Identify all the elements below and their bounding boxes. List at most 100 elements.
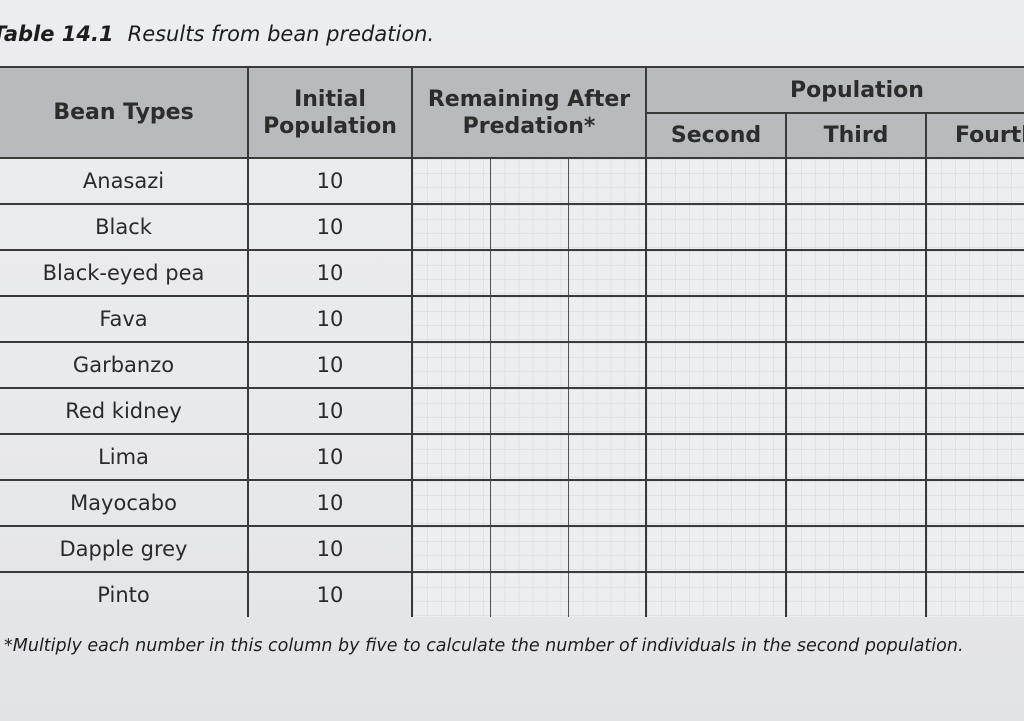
second-population-cell[interactable] (645, 434, 787, 481)
bean-name-cell: Black-eyed pea (0, 250, 248, 297)
remaining-cell-3[interactable] (567, 342, 647, 389)
remaining-cell-3[interactable] (567, 572, 647, 617)
bean-name-cell: Lima (0, 434, 248, 481)
remaining-cell-3[interactable] (567, 480, 647, 527)
third-population-cell[interactable] (785, 526, 927, 573)
fourth-population-cell[interactable] (925, 388, 1024, 435)
bean-name-cell: Mayocabo (0, 480, 248, 527)
header-initial-population: Initial Population (247, 66, 412, 159)
remaining-cell-2[interactable] (489, 434, 568, 481)
remaining-cell-1[interactable] (411, 250, 490, 297)
initial-population-cell: 10 (247, 572, 412, 617)
third-population-cell[interactable] (785, 572, 927, 617)
fourth-population-cell[interactable] (925, 204, 1024, 251)
header-population: Population (645, 66, 1024, 113)
header-second: Second (645, 112, 787, 159)
third-population-cell[interactable] (785, 296, 927, 343)
table-row: Mayocabo 10 (0, 480, 1024, 527)
bean-name-cell: Dapple grey (0, 526, 248, 573)
table-row: Black 10 (0, 204, 1024, 251)
fourth-population-cell[interactable] (925, 296, 1024, 343)
table-row: Pinto 10 (0, 572, 1024, 617)
remaining-cell-2[interactable] (489, 480, 568, 527)
bean-name-cell: Anasazi (0, 158, 248, 205)
initial-population-cell: 10 (247, 434, 412, 481)
table-row: Lima 10 (0, 434, 1024, 481)
remaining-cell-2[interactable] (489, 388, 568, 435)
third-population-cell[interactable] (785, 204, 927, 251)
table-row: Red kidney 10 (0, 388, 1024, 435)
initial-population-cell: 10 (247, 204, 412, 251)
table-caption: Table 14.1 Results from bean predation. (0, 22, 434, 46)
remaining-cell-2[interactable] (489, 572, 568, 617)
table-row: Garbanzo 10 (0, 342, 1024, 389)
remaining-cell-1[interactable] (411, 572, 490, 617)
fourth-population-cell[interactable] (925, 572, 1024, 617)
remaining-cell-1[interactable] (411, 434, 490, 481)
table-row: Fava 10 (0, 296, 1024, 343)
header-remaining-after-predation: Remaining After Predation* (410, 66, 647, 159)
second-population-cell[interactable] (645, 250, 787, 297)
bean-predation-table: Bean Types Initial Population Remaining … (0, 66, 1024, 617)
initial-population-cell: 10 (247, 526, 412, 573)
remaining-cell-3[interactable] (567, 388, 647, 435)
bean-name-cell: Pinto (97, 583, 150, 607)
third-population-cell[interactable] (785, 342, 927, 389)
remaining-cell-3[interactable] (567, 204, 647, 251)
initial-population-cell: 10 (247, 250, 412, 297)
remaining-cell-3[interactable] (567, 434, 647, 481)
table-row: Anasazi 10 (0, 158, 1024, 205)
third-population-cell[interactable] (785, 480, 927, 527)
second-population-cell[interactable] (645, 526, 787, 573)
second-population-cell[interactable] (645, 158, 787, 205)
second-population-cell[interactable] (645, 296, 787, 343)
initial-population-cell: 10 (247, 388, 412, 435)
bean-name-cell: Garbanzo (0, 342, 248, 389)
fourth-population-cell[interactable] (925, 480, 1024, 527)
remaining-cell-2[interactable] (489, 526, 568, 573)
remaining-cell-1[interactable] (411, 480, 490, 527)
remaining-cell-1[interactable] (411, 158, 490, 205)
bean-name-cell: Black (0, 204, 248, 251)
second-population-cell[interactable] (645, 342, 787, 389)
table-container: Bean Types Initial Population Remaining … (0, 66, 1024, 628)
second-population-cell[interactable] (645, 204, 787, 251)
header-bean-types: Bean Types (0, 66, 248, 159)
fourth-population-cell[interactable] (925, 526, 1024, 573)
fourth-population-cell[interactable] (925, 342, 1024, 389)
remaining-cell-1[interactable] (411, 388, 490, 435)
remaining-cell-2[interactable] (489, 158, 568, 205)
remaining-cell-1[interactable] (411, 296, 490, 343)
second-population-cell[interactable] (645, 388, 787, 435)
third-population-cell[interactable] (785, 250, 927, 297)
remaining-cell-3[interactable] (567, 250, 647, 297)
fourth-population-cell[interactable] (925, 434, 1024, 481)
remaining-cell-3[interactable] (567, 158, 647, 205)
remaining-cell-3[interactable] (567, 296, 647, 343)
initial-population-cell: 10 (247, 342, 412, 389)
fourth-population-cell[interactable] (925, 250, 1024, 297)
remaining-cell-2[interactable] (489, 204, 568, 251)
remaining-cell-2[interactable] (489, 342, 568, 389)
second-population-cell[interactable] (645, 572, 787, 617)
remaining-cell-1[interactable] (411, 204, 490, 251)
table-number: Table 14.1 (0, 22, 114, 46)
initial-population-cell: 10 (247, 480, 412, 527)
table-row: Black-eyed pea 10 (0, 250, 1024, 297)
remaining-cell-3[interactable] (567, 526, 647, 573)
remaining-cell-1[interactable] (411, 526, 490, 573)
fourth-population-cell[interactable] (925, 158, 1024, 205)
initial-population-cell: 10 (247, 158, 412, 205)
remaining-cell-1[interactable] (411, 342, 490, 389)
third-population-cell[interactable] (785, 158, 927, 205)
header-third: Third (785, 112, 927, 159)
remaining-cell-2[interactable] (489, 250, 568, 297)
third-population-cell[interactable] (785, 388, 927, 435)
table-footnote: *Multiply each number in this column by … (4, 636, 964, 656)
bean-name-cell: Red kidney (0, 388, 248, 435)
second-population-cell[interactable] (645, 480, 787, 527)
third-population-cell[interactable] (785, 434, 927, 481)
remaining-cell-2[interactable] (489, 296, 568, 343)
table-title: Results from bean predation. (127, 22, 435, 46)
initial-population-cell: 10 (247, 296, 412, 343)
